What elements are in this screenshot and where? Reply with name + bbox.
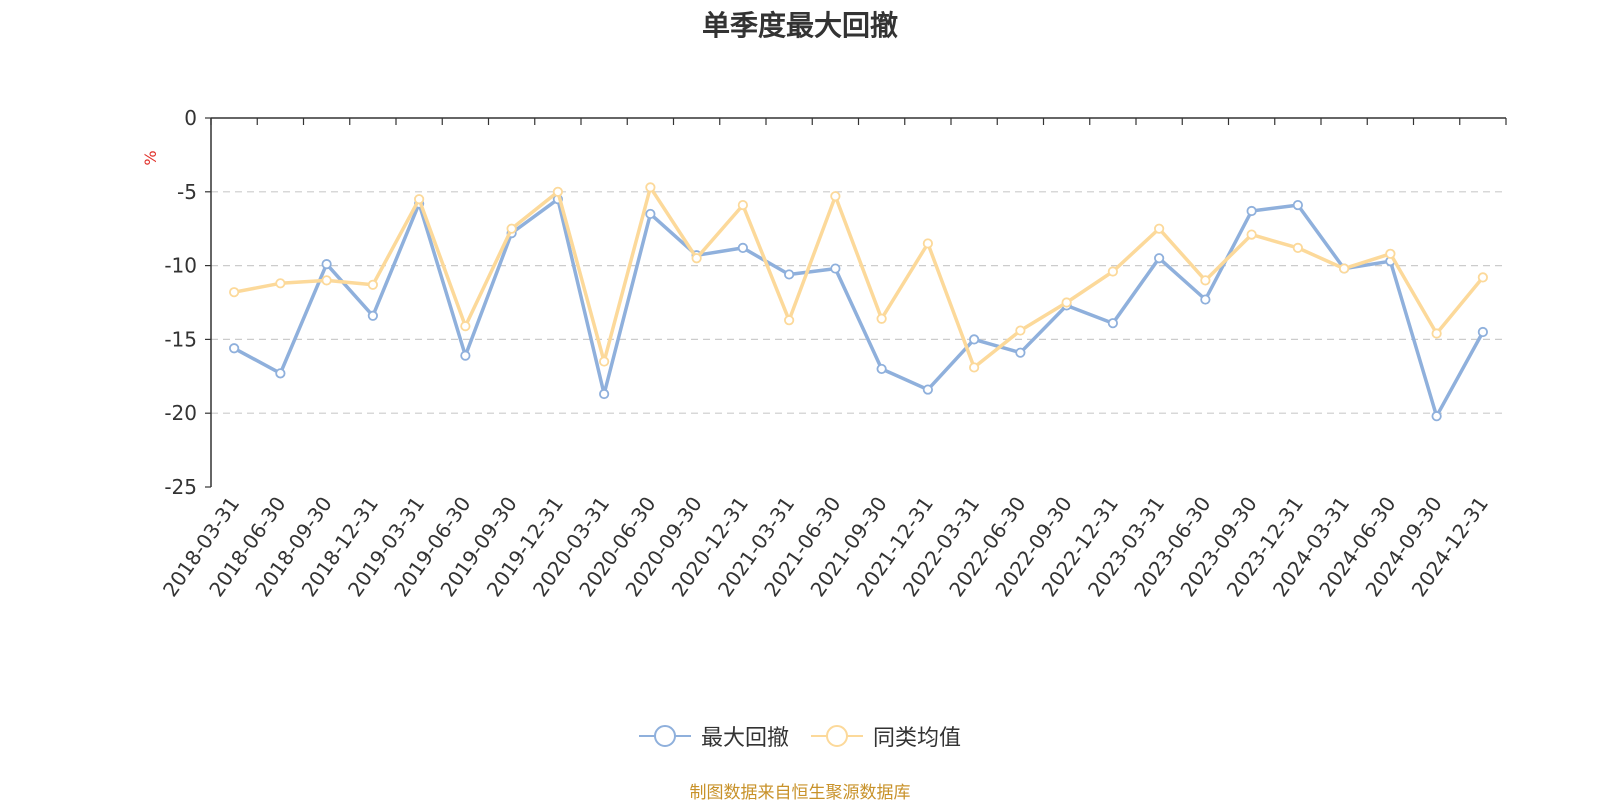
legend-label-max-drawdown: 最大回撤	[700, 726, 789, 751]
legend-item-peer-average[interactable]: 同类均值	[811, 720, 961, 752]
legend-item-max-drawdown[interactable]: 最大回撤	[638, 720, 789, 752]
data-point-series-1	[1385, 248, 1396, 259]
data-point-series-1	[737, 199, 748, 211]
y-tick-label: -10	[164, 254, 197, 278]
data-point-series-1	[922, 238, 933, 249]
legend: 最大回撤 同类均值	[0, 720, 1600, 752]
data-point-series-0	[229, 343, 240, 354]
data-point-series-0	[1292, 199, 1303, 211]
data-point-series-0	[1246, 205, 1257, 217]
data-point-series-1	[414, 194, 425, 205]
data-point-series-0	[830, 263, 841, 274]
data-point-series-0	[969, 334, 980, 345]
series-line-0	[233, 197, 1485, 418]
y-tick-label: -20	[164, 401, 197, 425]
data-point-series-0	[275, 368, 286, 379]
source-note: 制图数据来自恒生聚源数据库	[689, 783, 911, 803]
data-point-series-0	[1477, 326, 1488, 338]
data-point-series-1	[599, 356, 610, 367]
data-point-series-0	[1154, 253, 1165, 264]
y-tick-label: -25	[164, 475, 197, 499]
data-point-series-1	[1061, 297, 1072, 308]
data-point-series-0	[1015, 347, 1026, 358]
chart-title: 单季度最大回撤	[701, 9, 898, 42]
series-line-1	[233, 185, 1485, 370]
data-point-series-1	[1200, 275, 1211, 286]
data-point-series-0	[599, 388, 610, 400]
data-point-series-1	[1154, 223, 1165, 234]
data-point-series-0	[1431, 411, 1442, 422]
data-point-series-0	[460, 350, 471, 361]
data-point-series-1	[1246, 229, 1257, 240]
legend-swatch-peer-average	[811, 725, 863, 747]
data-point-series-1	[969, 362, 980, 373]
y-tick-label: -15	[164, 327, 197, 351]
data-point-series-1	[552, 186, 563, 197]
legend-swatch-max-drawdown	[638, 725, 691, 747]
data-point-series-1	[460, 321, 471, 332]
y-axis-label: %	[141, 150, 160, 165]
data-point-series-0	[321, 259, 332, 270]
data-point-series-0	[784, 269, 795, 280]
data-point-series-0	[645, 208, 656, 220]
data-point-series-1	[1431, 328, 1442, 339]
legend-label-peer-average: 同类均值	[873, 726, 962, 751]
data-point-series-0	[737, 242, 748, 253]
data-point-series-1	[229, 287, 240, 298]
data-point-series-1	[691, 253, 702, 264]
data-point-series-1	[784, 315, 795, 326]
data-point-series-0	[876, 363, 887, 375]
data-point-series-1	[1015, 325, 1026, 336]
data-point-series-1	[367, 279, 378, 290]
data-point-series-1	[1292, 242, 1303, 253]
data-point-series-0	[367, 310, 378, 321]
data-point-series-1	[645, 182, 656, 193]
y-tick-label: -5	[177, 180, 197, 204]
data-point-series-1	[506, 223, 517, 234]
data-point-series-0	[1107, 318, 1118, 329]
data-point-series-1	[1339, 263, 1350, 274]
data-point-series-0	[922, 384, 933, 395]
y-tick-label: 0	[184, 106, 197, 130]
data-point-series-1	[1107, 266, 1118, 277]
data-point-series-0	[1200, 294, 1211, 305]
data-point-series-1	[830, 191, 841, 202]
data-point-series-1	[275, 278, 286, 289]
data-point-series-1	[876, 313, 887, 324]
data-point-series-1	[321, 275, 332, 286]
data-point-series-1	[1477, 272, 1488, 283]
